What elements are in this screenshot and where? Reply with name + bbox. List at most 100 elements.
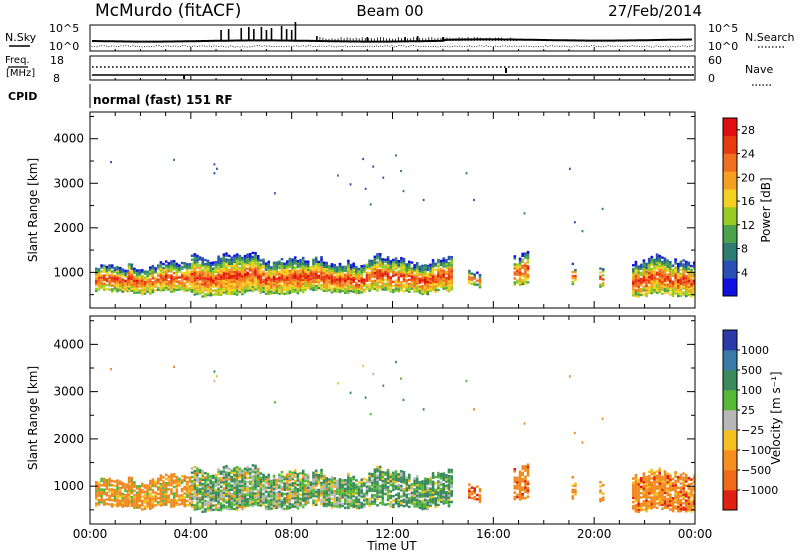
- power-echo-cell: [181, 272, 184, 274]
- velocity-echo-cell: [435, 497, 438, 500]
- velocity-echo-cell: [199, 488, 202, 491]
- velocity-echo-cell: [114, 489, 117, 492]
- power-colorbar-tick-label: 8: [741, 243, 748, 256]
- power-echo-cell: [643, 259, 646, 261]
- power-echo-cell: [427, 265, 430, 267]
- velocity-echo-cell: [307, 476, 310, 479]
- velocity-echo-cell: [690, 478, 693, 481]
- velocity-echo-cell: [661, 476, 664, 479]
- velocity-echo-cell: [220, 485, 223, 488]
- power-echo-cell: [215, 261, 218, 263]
- velocity-echo-cell: [223, 504, 226, 507]
- velocity-echo-cell: [669, 481, 672, 484]
- velocity-echo-cell: [170, 478, 173, 481]
- velocity-echo-cell: [527, 464, 530, 467]
- power-echo-cell: [479, 274, 482, 276]
- power-echo-cell: [572, 263, 575, 265]
- velocity-echo-cell: [225, 505, 228, 508]
- power-echo-cell: [403, 290, 406, 292]
- power-colorbar-swatch: [723, 136, 737, 154]
- velocity-echo-cell: [664, 496, 667, 499]
- velocity-echo-cell: [201, 479, 204, 482]
- power-echo-cell: [445, 259, 448, 261]
- power-echo-cell: [658, 277, 661, 279]
- velocity-echo-cell: [344, 479, 347, 482]
- velocity-echo-cell: [236, 506, 239, 509]
- power-echo-cell: [275, 268, 278, 270]
- velocity-echo-cell: [656, 470, 659, 473]
- velocity-echo-cell: [405, 489, 408, 492]
- velocity-echo-cell: [637, 506, 640, 509]
- velocity-echo-cell: [648, 484, 651, 487]
- velocity-echo-cell: [368, 477, 371, 480]
- power-echo-cell: [173, 260, 176, 262]
- velocity-echo-cell: [432, 481, 435, 484]
- velocity-echo-cell: [643, 472, 646, 475]
- velocity-echo-cell: [178, 480, 181, 483]
- velocity-echo-cell: [421, 493, 424, 496]
- velocity-echo-cell: [273, 475, 276, 478]
- velocity-echo-cell: [635, 476, 638, 479]
- power-echo-cell: [108, 274, 111, 276]
- velocity-echo-cell: [283, 508, 286, 511]
- power-echo-cell: [423, 199, 425, 201]
- velocity-echo-cell: [331, 481, 334, 484]
- velocity-echo-cell: [429, 498, 432, 501]
- velocity-echo-cell: [651, 486, 654, 489]
- power-echo-cell: [521, 279, 524, 281]
- velocity-echo-cell: [260, 485, 263, 488]
- velocity-echo-cell: [294, 493, 297, 496]
- power-colorbar-tick-label: 16: [741, 195, 755, 208]
- velocity-echo-cell: [168, 480, 171, 483]
- velocity-echo-cell: [682, 479, 685, 482]
- velocity-echo-cell: [450, 475, 453, 478]
- velocity-echo-cell: [376, 496, 379, 499]
- power-echo-cell: [278, 261, 281, 263]
- velocity-echo-cell: [289, 492, 292, 495]
- velocity-echo-cell: [413, 477, 416, 480]
- velocity-echo-cell: [387, 492, 390, 495]
- velocity-echo-cell: [440, 488, 443, 491]
- velocity-echo-cell: [136, 494, 139, 497]
- velocity-echo-cell: [260, 477, 263, 480]
- velocity-echo-cell: [196, 472, 199, 475]
- velocity-echo-cell: [666, 472, 669, 475]
- velocity-echo-cell: [331, 489, 334, 492]
- velocity-echo-cell: [278, 491, 281, 494]
- velocity-echo-cell: [294, 484, 297, 487]
- velocity-echo-cell: [265, 486, 268, 489]
- velocity-echo-cell: [651, 501, 654, 504]
- velocity-echo-cell: [122, 499, 125, 502]
- velocity-echo-cell: [312, 499, 315, 502]
- velocity-echo-cell: [427, 493, 430, 496]
- velocity-echo-cell: [397, 497, 400, 500]
- power-echo-cell: [347, 286, 350, 288]
- velocity-echo-cell: [384, 503, 387, 506]
- power-echo-cell: [368, 284, 371, 286]
- velocity-echo-cell: [294, 469, 297, 472]
- velocity-echo-cell: [382, 484, 385, 487]
- velocity-echo-cell: [405, 494, 408, 497]
- velocity-echo-cell: [341, 479, 344, 482]
- velocity-echo-cell: [204, 500, 207, 503]
- velocity-echo-cell: [181, 494, 184, 497]
- velocity-echo-cell: [249, 487, 252, 490]
- velocity-echo-cell: [199, 480, 202, 483]
- power-echo-cell: [204, 259, 207, 261]
- velocity-echo-cell: [239, 497, 242, 500]
- power-echo-cell: [201, 269, 204, 271]
- velocity-echo-cell: [651, 496, 654, 499]
- power-echo-cell: [154, 289, 157, 291]
- velocity-echo-cell: [664, 473, 667, 476]
- velocity-echo-cell: [304, 491, 307, 494]
- velocity-echo-cell: [122, 482, 125, 485]
- power-echo-cell: [471, 277, 474, 279]
- velocity-echo-cell: [637, 492, 640, 495]
- velocity-echo-cell: [173, 473, 176, 476]
- power-colorbar-swatch: [723, 278, 737, 296]
- velocity-echo-cell: [136, 500, 139, 503]
- velocity-echo-cell: [333, 503, 336, 506]
- power-echo-cell: [371, 266, 374, 268]
- velocity-echo-cell: [106, 492, 109, 495]
- velocity-echo-cell: [323, 505, 326, 508]
